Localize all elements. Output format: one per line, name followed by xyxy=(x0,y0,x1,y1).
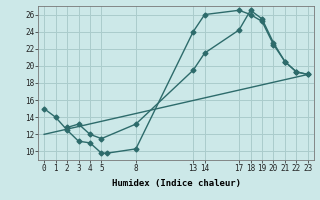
X-axis label: Humidex (Indice chaleur): Humidex (Indice chaleur) xyxy=(111,179,241,188)
